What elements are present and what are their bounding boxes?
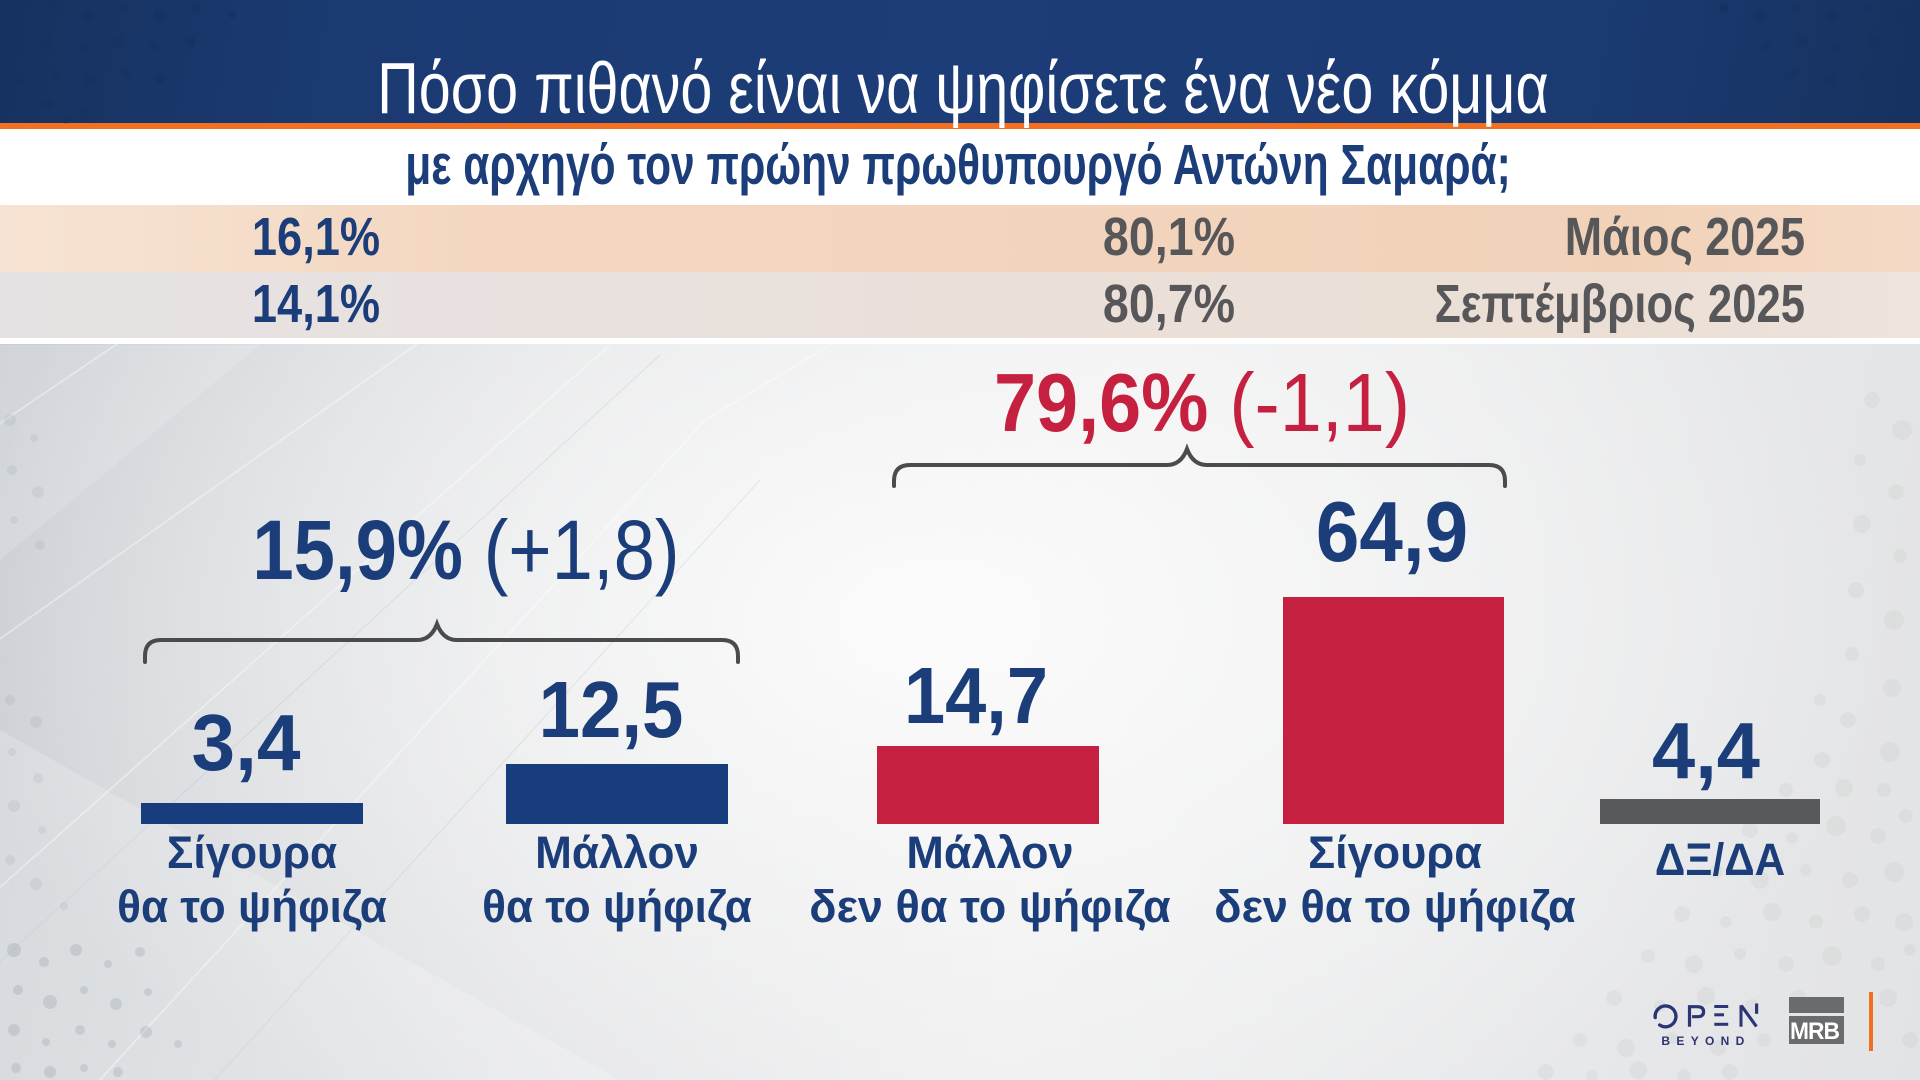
svg-text:BEYOND: BEYOND xyxy=(1661,1034,1750,1048)
